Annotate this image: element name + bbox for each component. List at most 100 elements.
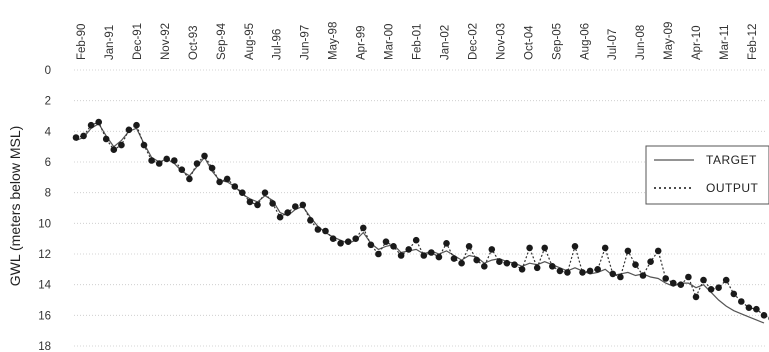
series-output-point [571, 243, 579, 250]
series-output-point [722, 276, 730, 284]
x-tick-label: Oct-93 [188, 25, 200, 60]
series-output-point [72, 134, 80, 141]
series-output-point [579, 269, 586, 276]
series-output-point [360, 224, 367, 232]
series-output-point [352, 235, 360, 242]
series-output-point [148, 157, 155, 164]
series-output-point [700, 276, 707, 284]
series-target-line [75, 122, 765, 324]
series-output-point [473, 256, 481, 264]
series-layer [72, 118, 769, 324]
x-tick-label: Oct-04 [523, 25, 535, 60]
series-output-point [337, 240, 344, 247]
x-tick-label: Jul-96 [272, 29, 284, 60]
series-output-point [314, 226, 322, 233]
series-output-point [753, 305, 760, 313]
series-output-point [405, 246, 413, 253]
y-tick-label: 10 [38, 218, 51, 230]
y-tick-label: 0 [45, 65, 51, 77]
series-output-point [223, 175, 231, 183]
series-output-point [390, 243, 397, 250]
series-output-point [428, 249, 435, 256]
series-output-point [465, 243, 473, 250]
x-tick-label: Apr-99 [356, 25, 368, 60]
series-output-point [677, 281, 685, 289]
x-tick-label: Sep-05 [551, 23, 563, 60]
legend: TARGET OUTPUT [645, 145, 769, 205]
series-output-point [118, 141, 125, 149]
x-tick-label: Jul-07 [607, 29, 619, 60]
series-output-point [511, 261, 518, 269]
y-tick-label: 12 [38, 249, 51, 261]
series-output-point [533, 264, 541, 272]
x-tick-label: May-98 [328, 22, 340, 60]
legend-target-label: TARGET [706, 153, 757, 167]
series-output-point [299, 201, 307, 209]
series-output-point [518, 266, 526, 273]
series-output-point [80, 132, 87, 140]
series-output-point [549, 263, 556, 270]
series-output-point [617, 273, 624, 281]
series-output-point [193, 160, 201, 167]
series-output-point [594, 266, 601, 273]
series-output-point [730, 290, 738, 298]
series-output-point [639, 272, 647, 279]
series-output-point [155, 160, 163, 167]
x-tick-label: Aug-06 [579, 23, 591, 60]
series-output-point [397, 252, 405, 259]
x-tick-label: Nov-03 [495, 23, 507, 60]
x-tick-label: Mar-00 [384, 24, 396, 60]
series-output-point [692, 293, 700, 301]
series-output-line [75, 121, 769, 318]
series-output-point [254, 201, 261, 209]
series-output-point [481, 263, 488, 270]
y-tick-label: 4 [45, 126, 52, 138]
series-output-point [443, 240, 450, 247]
series-output-point [140, 141, 148, 149]
series-output-point [216, 178, 223, 186]
series-output-point [654, 247, 662, 255]
series-output-point [707, 286, 715, 293]
series-output-point [624, 247, 632, 255]
series-output-point [292, 203, 299, 210]
y-axis-tick-labels: 0 2 4 6 8 10 12 14 16 18 [38, 65, 51, 352]
series-output-point [609, 270, 617, 278]
y-axis-label: GWL (meters below MSL) [7, 126, 23, 287]
series-output-point [450, 255, 458, 262]
series-output-point [95, 118, 102, 126]
series-output-point [276, 213, 284, 221]
x-tick-label: Feb-90 [76, 24, 88, 60]
series-output-point [586, 267, 594, 275]
y-tick-label: 8 [45, 188, 51, 200]
x-tick-label: Apr-10 [691, 25, 703, 60]
series-output-point [284, 209, 292, 216]
series-output-point [329, 235, 337, 242]
x-tick-label: Jan-91 [104, 25, 116, 60]
series-output-point [133, 121, 140, 129]
y-tick-label: 18 [38, 341, 51, 352]
series-output-point [110, 146, 118, 153]
series-output-point [125, 126, 133, 134]
series-output-point [685, 273, 692, 281]
x-tick-label: Jun-97 [300, 25, 312, 60]
series-output-point [760, 312, 768, 319]
x-tick-label: May-09 [663, 22, 675, 60]
series-output-point [269, 200, 276, 207]
series-output-point [458, 259, 465, 267]
series-output-point [171, 157, 178, 164]
x-tick-label: Sep-94 [216, 22, 228, 60]
series-output-point [647, 258, 654, 266]
series-output-point [488, 246, 496, 253]
series-output-point [503, 259, 511, 267]
series-output-point [102, 135, 110, 143]
series-output-point [670, 279, 677, 287]
series-output-point [261, 189, 269, 196]
y-tick-label: 2 [45, 96, 51, 108]
series-output-point [601, 244, 609, 252]
series-output-point [420, 252, 428, 259]
x-tick-label: Feb-01 [412, 24, 424, 60]
series-output-point [662, 275, 669, 282]
series-output-point [526, 244, 533, 252]
series-output-point [367, 241, 375, 249]
